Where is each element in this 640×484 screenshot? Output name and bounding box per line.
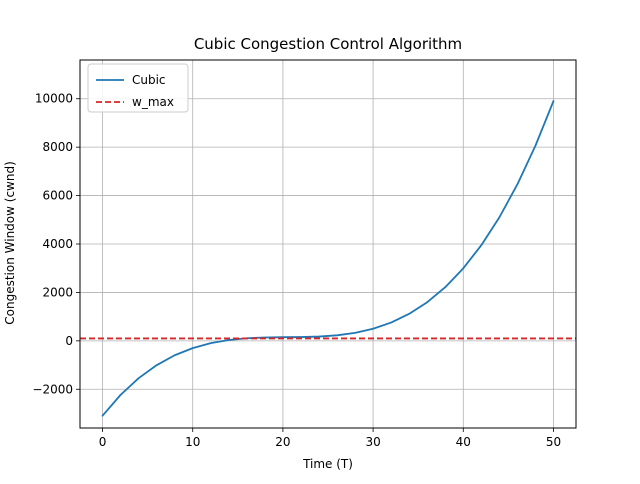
y-tick-label: 0 bbox=[65, 334, 73, 348]
legend: Cubic w_max bbox=[87, 63, 189, 113]
x-tick-label: 30 bbox=[365, 435, 380, 449]
x-tick-label: 10 bbox=[185, 435, 200, 449]
x-tick-label: 0 bbox=[99, 435, 107, 449]
x-tick-label: 40 bbox=[456, 435, 471, 449]
y-tick-label: 8000 bbox=[42, 140, 73, 154]
legend-box bbox=[87, 63, 189, 113]
grid-lines bbox=[80, 60, 576, 428]
y-tick-label: 4000 bbox=[42, 237, 73, 251]
legend-label: Cubic bbox=[132, 73, 166, 87]
legend-label: w_max bbox=[132, 95, 174, 109]
y-tick-label: 6000 bbox=[42, 189, 73, 203]
x-axis: 0 10 20 30 40 50 bbox=[99, 428, 561, 449]
x-tick-label: 20 bbox=[275, 435, 290, 449]
y-tick-label: −2000 bbox=[32, 382, 73, 396]
y-axis-label: Congestion Window (cwnd) bbox=[3, 161, 17, 325]
series-line-cubic bbox=[101, 100, 555, 417]
series-lines bbox=[80, 100, 576, 417]
x-axis-label: Time (T) bbox=[302, 457, 353, 471]
x-tick-label: 50 bbox=[546, 435, 561, 449]
y-tick-label: 10000 bbox=[35, 92, 73, 106]
y-axis: −2000 0 2000 4000 6000 8000 10000 bbox=[32, 92, 80, 396]
y-tick-label: 2000 bbox=[42, 285, 73, 299]
chart-title: Cubic Congestion Control Algorithm bbox=[194, 35, 462, 53]
